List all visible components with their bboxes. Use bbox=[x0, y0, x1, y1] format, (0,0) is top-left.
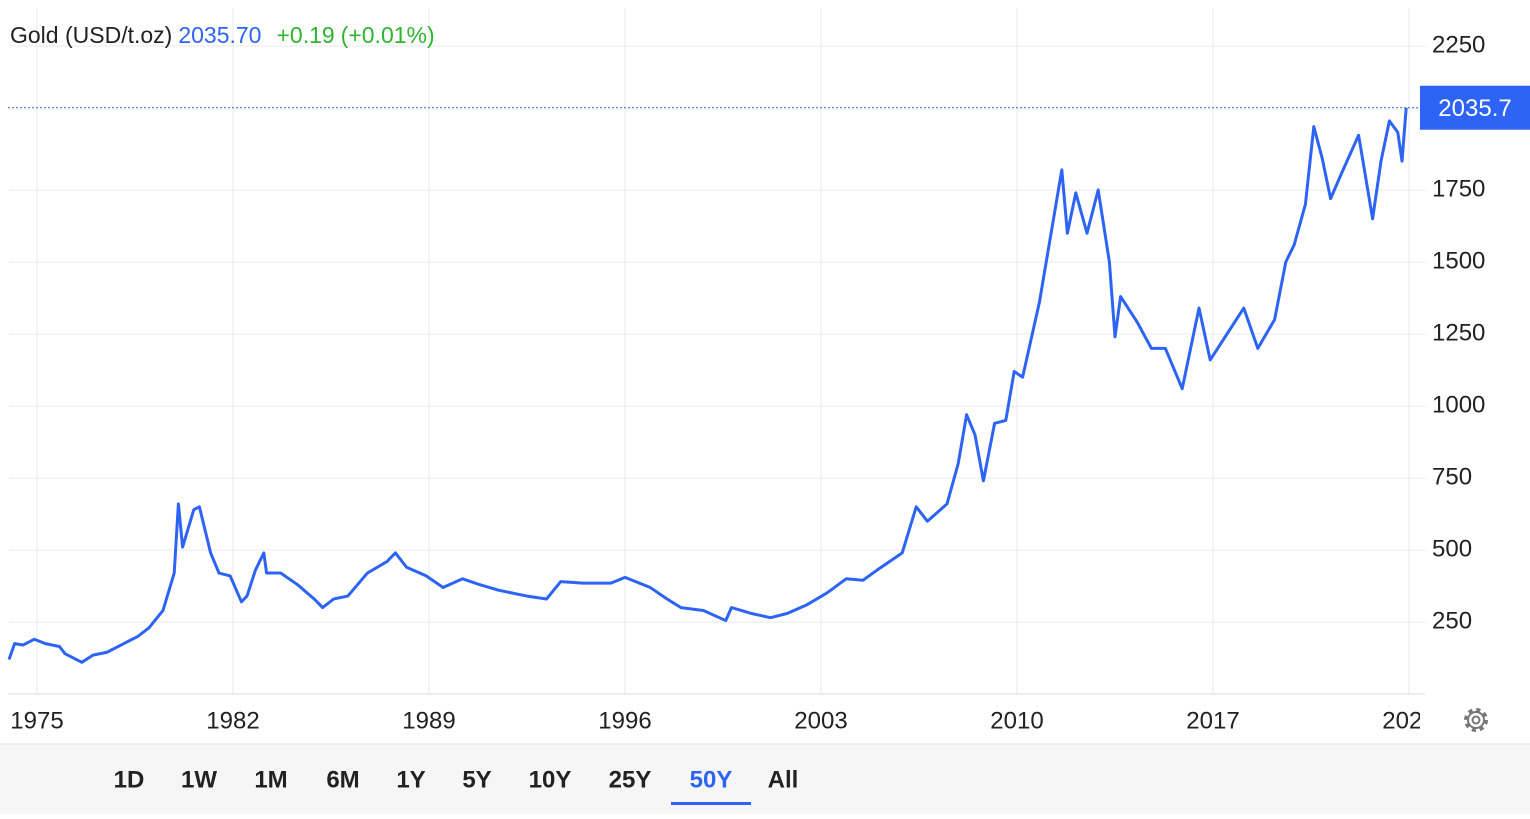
active-underline bbox=[671, 802, 751, 805]
y-tick-label: 500 bbox=[1432, 535, 1472, 562]
x-labels: 1975 1982 1989 1996 2003 2010 2017 2024 bbox=[10, 707, 1435, 734]
range-button[interactable]: 1D bbox=[114, 766, 145, 793]
y-tick-label: 1250 bbox=[1432, 319, 1485, 346]
range-button[interactable]: All bbox=[768, 766, 799, 793]
change-pct: (+0.01%) bbox=[341, 22, 435, 48]
last-value-label: 2035.7 bbox=[1438, 95, 1511, 122]
x-tick-label: 2010 bbox=[990, 707, 1043, 734]
y-tick-label: 750 bbox=[1432, 463, 1472, 490]
x-tick-label: 2017 bbox=[1186, 707, 1239, 734]
change: +0.19 bbox=[276, 22, 334, 48]
range-bar bbox=[0, 744, 1530, 814]
range-button[interactable]: 50Y bbox=[690, 766, 733, 793]
x-tick-label: 2003 bbox=[794, 707, 847, 734]
range-button[interactable]: 10Y bbox=[529, 766, 572, 793]
x-tick-label: 1975 bbox=[10, 707, 63, 734]
x-tick-label: 2024 bbox=[1382, 707, 1435, 734]
y-tick-label: 250 bbox=[1432, 607, 1472, 634]
range-button[interactable]: 1W bbox=[181, 766, 217, 793]
grid bbox=[9, 8, 1426, 694]
range-button[interactable]: 1Y bbox=[396, 766, 425, 793]
last-value-tag bbox=[1420, 85, 1530, 130]
range-button[interactable]: 6M bbox=[326, 766, 359, 793]
title: Gold (USD/t.oz) bbox=[10, 22, 172, 48]
settings-icon[interactable] bbox=[1464, 708, 1488, 732]
y-tick-label: 1750 bbox=[1432, 175, 1485, 202]
x-tick-label: 1996 bbox=[598, 707, 651, 734]
x-tick-label: 1982 bbox=[206, 707, 259, 734]
range-button[interactable]: 1M bbox=[254, 766, 287, 793]
x-tick-label: 1989 bbox=[402, 707, 455, 734]
price: 2035.70 bbox=[178, 22, 261, 48]
range-button[interactable]: 5Y bbox=[462, 766, 491, 793]
y-tick-label: 2250 bbox=[1432, 31, 1485, 58]
y-tick-label: 1500 bbox=[1432, 247, 1485, 274]
plot: 1975 1982 1989 1996 2003 2010 2017 2024 2035.7 bbox=[7, 8, 1530, 734]
y-tick-label: 1000 bbox=[1432, 391, 1485, 418]
price-line bbox=[7, 107, 1408, 664]
range-button[interactable]: 25Y bbox=[609, 766, 652, 793]
